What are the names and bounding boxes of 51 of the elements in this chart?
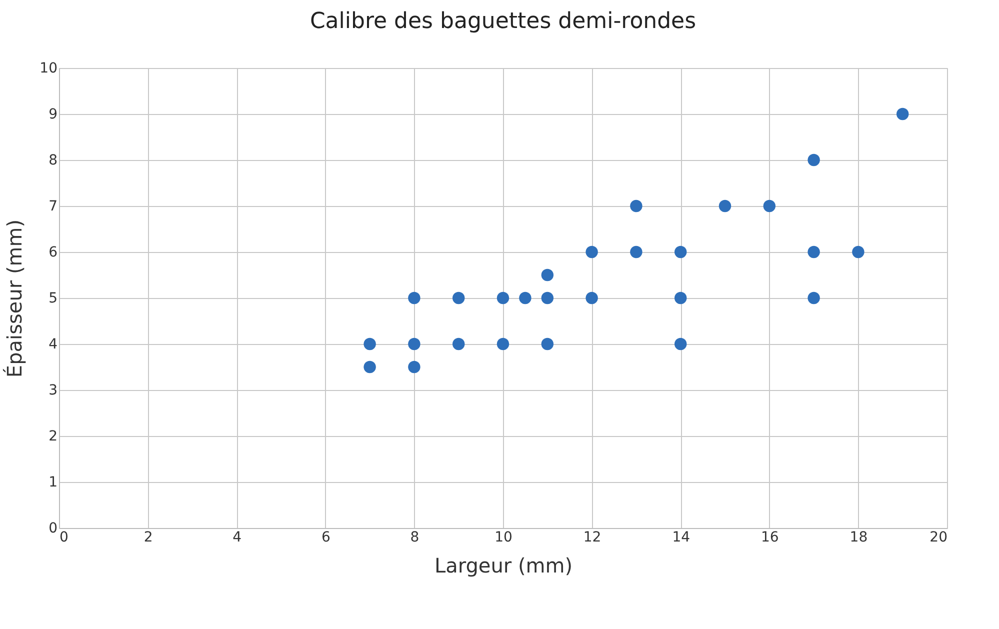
point xyxy=(364,338,376,350)
point xyxy=(541,338,554,350)
x-tick-label: 10 xyxy=(494,530,512,546)
x-tick-label: 6 xyxy=(321,530,330,546)
point xyxy=(541,292,554,304)
x-tick-label: 4 xyxy=(232,530,242,546)
x-tick-label: 12 xyxy=(583,530,602,546)
point xyxy=(630,246,642,258)
point xyxy=(496,338,510,350)
y-tick-label: 3 xyxy=(48,382,58,398)
chart-title: Calibre des baguettes demi-rondes xyxy=(310,9,696,34)
point xyxy=(718,200,732,212)
y-tick-label: 6 xyxy=(48,244,58,260)
x-tick-label: 14 xyxy=(672,530,690,546)
point xyxy=(496,292,510,304)
point xyxy=(763,200,776,212)
point xyxy=(541,268,554,282)
x-tick-label: 18 xyxy=(850,530,868,546)
y-tick-label: 7 xyxy=(48,198,58,214)
point xyxy=(519,292,532,304)
y-tick-label: 1 xyxy=(48,474,58,490)
point xyxy=(408,292,420,304)
y-axis-title: Épaisseur (mm) xyxy=(2,219,27,378)
point xyxy=(586,246,598,258)
x-tick-label: 2 xyxy=(144,530,153,546)
point xyxy=(852,246,864,258)
point xyxy=(452,292,465,304)
y-tick-label: 8 xyxy=(48,152,58,168)
point xyxy=(408,360,420,374)
y-tick-label: 5 xyxy=(48,290,58,306)
y-tick-label: 2 xyxy=(48,428,58,444)
point xyxy=(674,338,687,350)
y-tick-label: 4 xyxy=(48,336,58,352)
point xyxy=(896,108,909,120)
point xyxy=(452,338,465,350)
x-axis-title: Largeur (mm) xyxy=(434,554,573,578)
point xyxy=(674,246,687,258)
x-tick-label: 20 xyxy=(930,530,948,546)
point xyxy=(808,292,820,304)
x-tick-label: 16 xyxy=(760,530,779,546)
y-tick-label: 10 xyxy=(40,60,58,76)
point xyxy=(674,292,687,304)
y-tick-label: 9 xyxy=(48,106,58,122)
x-tick-label: 8 xyxy=(410,530,420,546)
point xyxy=(630,200,642,212)
point xyxy=(808,154,820,166)
point xyxy=(808,246,820,258)
point xyxy=(586,292,598,304)
point xyxy=(408,338,420,350)
x-tick-label: 0 xyxy=(60,530,68,546)
point xyxy=(364,360,376,374)
